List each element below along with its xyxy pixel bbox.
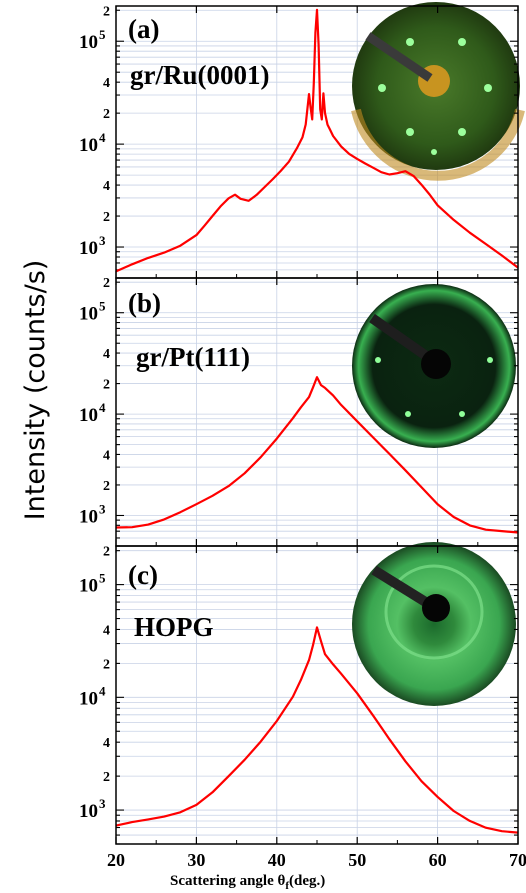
panel-c-label: (c) (128, 560, 158, 590)
panel-c-xtick-label-20: 20 (107, 850, 125, 870)
panel-c-ytick-exp-100000: 5 (99, 571, 106, 586)
panel-c-ytick-label-2000: 2 (103, 770, 110, 785)
panel-c-ytick-label-20000: 2 (103, 657, 110, 672)
panel-c-xtick-label-30: 30 (187, 850, 205, 870)
panel-b-ytick-exp-10000: 4 (99, 400, 106, 415)
panel-b-ytick-label-10000: 10 (79, 405, 98, 426)
panel-c-frame (115, 545, 519, 845)
panel-a-ytick-exp-10000: 4 (99, 130, 106, 145)
panel-a-ytick-label-20000: 2 (103, 107, 110, 122)
panel-b-ytick-exp-1000: 3 (99, 501, 106, 516)
panel-a-ytick-label-100000: 10 (79, 32, 98, 53)
leed-inset-c-arm-icon (371, 565, 435, 611)
leed-inset-a-spot-7-icon (431, 149, 437, 155)
panel-c-curve (115, 626, 519, 834)
panel-b-ytick-label-2000: 2 (103, 479, 110, 494)
leed-inset-c-center-icon (422, 594, 450, 622)
x-axis-label-unit: (deg.) (289, 873, 325, 889)
x-axis-label-sub: f (285, 880, 289, 892)
panel-b-inset (352, 284, 516, 448)
panel-b-ytick-label-40000: 4 (103, 347, 110, 362)
panel-b-ytick-label-100000: 10 (79, 304, 98, 325)
leed-inset-a-spot-6-icon (458, 128, 466, 136)
leed-inset-a-spot-2-icon (484, 84, 492, 92)
panel-c-ytick-label-100000: 10 (79, 576, 98, 597)
y-axis-label: Intensity (counts/s) (20, 260, 51, 521)
panel-c-ytick-label-40000: 4 (103, 623, 110, 638)
x-axis-label-main: Scattering angle θ (170, 873, 285, 889)
x-axis-label: Scattering angle θf(deg.) (170, 873, 325, 892)
leed-inset-a-spot-1-icon (378, 84, 386, 92)
leed-inset-b-spot-3-icon (405, 411, 411, 417)
panel-a-curve (115, 8, 519, 273)
panel-c-ytick-label-10000: 10 (79, 688, 98, 709)
panel-c-ytick-exp-10000: 4 (99, 683, 106, 698)
panel-b-curve (115, 376, 519, 534)
panel-a-ytick-exp-100000: 5 (99, 27, 106, 42)
panel-a-ytick-label-40000: 4 (103, 76, 110, 91)
leed-inset-b-spot-4-icon (459, 411, 465, 417)
panel-a-ytick-label-10000: 10 (79, 135, 98, 156)
panel-c-ytick-label-200000: 2 (103, 545, 110, 560)
panel-b-ytick-label-1000: 10 (79, 506, 98, 527)
panel-b-label: (b) (128, 288, 161, 318)
leed-inset-b-arm-icon (369, 313, 435, 365)
panel-c-ytick-exp-1000: 3 (99, 796, 106, 811)
leed-inset-b-spot-1-icon (375, 357, 381, 363)
panel-a-sample-label: gr/Ru(0001) (130, 60, 269, 90)
leed-inset-a-spot-5-icon (406, 128, 414, 136)
panel-a-inset (351, 2, 525, 181)
panel-c-ytick-label-1000: 10 (79, 801, 98, 822)
panel-a-ytick-label-200000: 2 (103, 4, 110, 19)
panel-b-ytick-exp-100000: 5 (99, 299, 106, 314)
leed-inset-b-center-icon (421, 349, 451, 379)
panel-b-ytick-label-200000: 2 (103, 276, 110, 291)
panel-a-label: (a) (128, 14, 159, 44)
panel-c-sample-label: HOPG (134, 612, 214, 642)
panel-a-ytick-label-4000: 4 (103, 179, 110, 194)
panel-c-xtick-label-60: 60 (429, 850, 447, 870)
panel-a-ytick-exp-1000: 3 (99, 233, 106, 248)
panel-c-xtick-label-40: 40 (268, 850, 286, 870)
panel-c-xtick-label-70: 70 (509, 850, 526, 870)
panel-c-xtick-label-50: 50 (348, 850, 366, 870)
leed-inset-b-spot-2-icon (487, 357, 493, 363)
leed-inset-a-arm-icon (365, 32, 433, 82)
leed-inset-a-spot-3-icon (406, 38, 414, 46)
panel-a-ytick-label-2000: 2 (103, 210, 110, 225)
panel-c-ytick-label-4000: 4 (103, 736, 110, 751)
panel-b-ytick-label-20000: 2 (103, 378, 110, 393)
panel-b-ytick-label-4000: 4 (103, 448, 110, 463)
panel-b-sample-label: gr/Pt(111) (136, 342, 250, 372)
leed-inset-c-ring-icon (384, 564, 484, 660)
panel-c-inset (352, 542, 516, 706)
leed-inset-a-rim-icon (351, 108, 525, 181)
panel-a-ytick-label-1000: 10 (79, 238, 98, 259)
leed-inset-a-spot-4-icon (458, 38, 466, 46)
